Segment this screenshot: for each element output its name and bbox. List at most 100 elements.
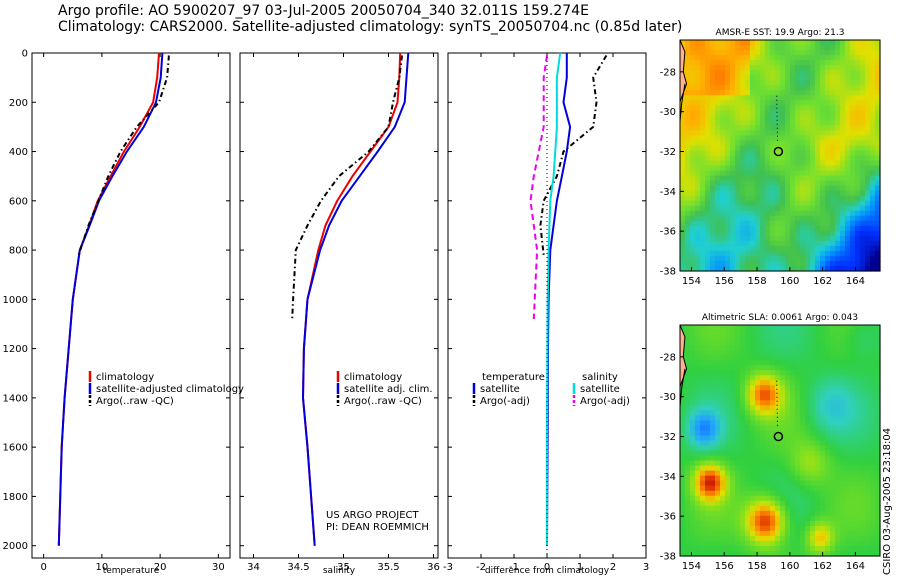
map-cell [695, 125, 701, 131]
map-cell [765, 360, 771, 366]
map-cell [785, 100, 791, 106]
map-cell [810, 130, 816, 137]
map-cell [875, 485, 881, 492]
map-cell [785, 200, 791, 207]
map-cell [875, 200, 881, 207]
map-cell [700, 130, 706, 137]
map-cell [870, 420, 876, 427]
map-cell [830, 150, 836, 157]
credit-project: US ARGO PROJECT [326, 510, 420, 521]
map-cell [760, 160, 766, 167]
map-cell [810, 380, 816, 386]
map-cell [850, 435, 856, 442]
map-cell [820, 520, 826, 527]
map-cell [815, 140, 821, 147]
map-cell [710, 110, 716, 116]
map-cell [790, 40, 796, 46]
map-cell [750, 240, 756, 247]
map-cell [780, 410, 786, 416]
map-cell [845, 325, 851, 331]
map-cell [820, 420, 826, 427]
map-cell [725, 520, 731, 527]
map-cell [720, 155, 726, 162]
map-cell [685, 430, 691, 437]
map-cell [785, 45, 791, 51]
map-cell [820, 150, 826, 157]
map-cell [855, 260, 861, 267]
map-cell [770, 140, 776, 147]
map-cell [800, 220, 806, 227]
map-cell [760, 230, 766, 237]
map-cell [800, 195, 806, 202]
map-cell [855, 200, 861, 207]
map-cell [875, 225, 881, 232]
map-cell [730, 545, 736, 552]
map-x-tick-label: 160 [780, 561, 799, 572]
map-cell [740, 245, 746, 252]
map-cell [720, 395, 726, 401]
map-cell [845, 385, 851, 391]
map-cell [810, 495, 816, 502]
map-cell [775, 210, 781, 217]
map-cell [720, 325, 726, 331]
map-cell [780, 375, 786, 381]
x-axis-label: temperature [103, 566, 160, 576]
map-cell [855, 140, 861, 147]
map-cell [745, 415, 751, 422]
map-cell [860, 145, 866, 152]
map-cell [845, 355, 851, 361]
map-cell [790, 365, 796, 371]
map-cell [720, 50, 726, 56]
map-cell [810, 410, 816, 416]
map-cell [715, 250, 721, 257]
map-cell [695, 425, 701, 432]
map-cell [860, 540, 866, 547]
map-cell [855, 410, 861, 416]
map-cell [680, 480, 686, 487]
map-cell [705, 420, 711, 427]
map-cell [830, 195, 836, 202]
map-cell [850, 375, 856, 381]
map-cell [825, 395, 831, 401]
map-cell [865, 215, 871, 222]
map-cell [850, 405, 856, 411]
map-cell [795, 40, 801, 46]
map-cell [720, 45, 726, 51]
map-cell [690, 330, 696, 336]
map-cell [740, 115, 746, 121]
map-cell [775, 230, 781, 237]
map-cell [785, 225, 791, 232]
map-cell [685, 455, 691, 462]
map-cell [850, 220, 856, 227]
map-cell [815, 60, 821, 66]
map-cell [770, 390, 776, 396]
map-cell [725, 530, 731, 537]
map-cell [785, 545, 791, 552]
map-cell [785, 105, 791, 111]
map-cell [815, 75, 821, 81]
map-cell [785, 40, 791, 46]
map-cell [835, 390, 841, 396]
map-cell [795, 155, 801, 162]
map-cell [740, 380, 746, 386]
map-cell [850, 265, 856, 272]
map-cell [760, 410, 766, 416]
map-cell [855, 215, 861, 222]
map-cell [850, 515, 856, 522]
map-cell [705, 365, 711, 371]
map-cell [760, 500, 766, 507]
map-cell [775, 440, 781, 447]
map-cell [685, 185, 691, 192]
map-cell [795, 340, 801, 346]
map-cell [690, 240, 696, 247]
map-cell [725, 165, 731, 172]
map-cell [690, 215, 696, 222]
map-cell [780, 520, 786, 527]
map-cell [875, 440, 881, 447]
map-cell [780, 255, 786, 262]
y-tick-label: 400 [9, 147, 28, 158]
map-cell [845, 40, 851, 46]
map-cell [740, 110, 746, 116]
map-cell [835, 395, 841, 401]
map-cell [710, 85, 716, 91]
